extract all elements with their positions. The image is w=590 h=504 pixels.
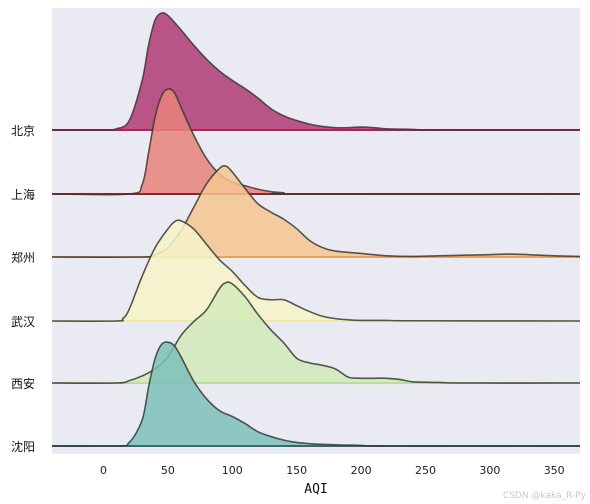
ridge-outline (51, 219, 581, 322)
category-label: 郑州 (11, 250, 35, 265)
ridge-area (52, 282, 580, 384)
ridge-1 (51, 12, 581, 131)
ridge-outline (51, 12, 581, 131)
x-axis-title: AQI (304, 482, 327, 497)
ridges-layer (51, 12, 581, 448)
x-tick-label: 250 (415, 464, 436, 477)
ridge-2 (51, 88, 581, 196)
x-tick-label: 350 (544, 464, 565, 477)
ridge-area (52, 220, 580, 322)
x-tick-label: 200 (351, 464, 372, 477)
x-tick-label: 0 (100, 464, 107, 477)
ridge-area (52, 12, 580, 131)
category-label: 武汉 (11, 315, 35, 329)
x-tick-label: 300 (479, 464, 500, 477)
category-label: 沈阳 (11, 439, 35, 454)
x-axis-ticks: 0 50 100 150 200 250 300 350 (100, 464, 565, 477)
ridge-4 (51, 219, 581, 322)
x-tick-label: 150 (286, 464, 307, 477)
watermark: CSDN @kaka_R-Py (502, 491, 586, 501)
x-tick-label: 50 (161, 464, 175, 477)
ridge-area (52, 342, 580, 447)
x-tick-label: 100 (222, 464, 243, 477)
ridge-6 (51, 341, 581, 448)
plot-background (52, 8, 580, 454)
category-label: 西安 (11, 376, 35, 391)
category-label: 上海 (11, 187, 35, 202)
ridge-outline (51, 88, 581, 196)
category-label: 北京 (11, 124, 35, 138)
ridge-outline (51, 341, 581, 448)
